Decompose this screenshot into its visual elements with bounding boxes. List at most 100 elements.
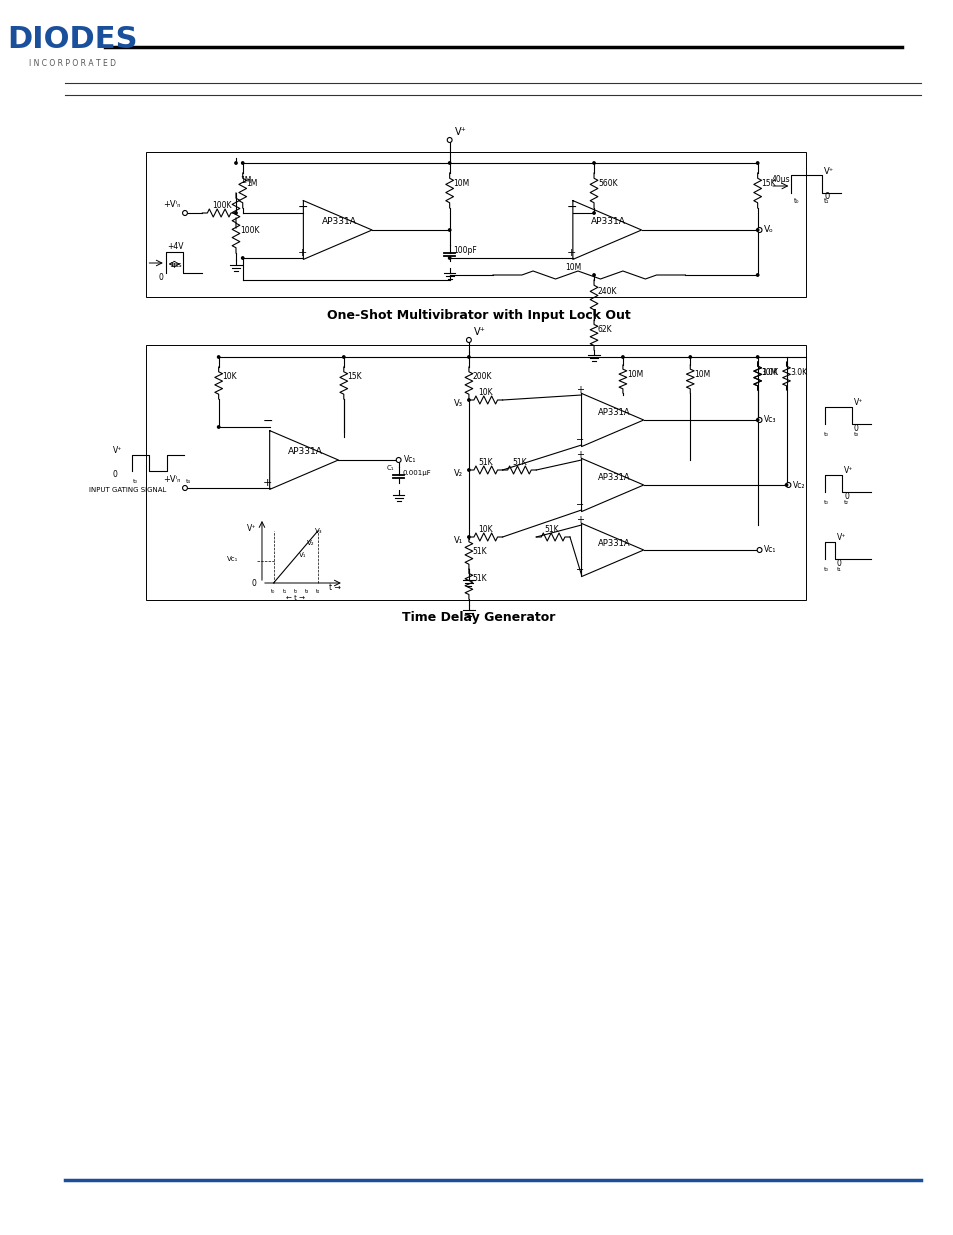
Text: Vᴄ₃: Vᴄ₃: [763, 415, 776, 425]
Text: V⁺: V⁺: [843, 466, 853, 475]
Circle shape: [467, 469, 470, 472]
Text: V₃: V₃: [453, 399, 462, 408]
Text: 100pF: 100pF: [453, 246, 476, 254]
Circle shape: [592, 162, 595, 164]
Text: 0.001μF: 0.001μF: [402, 471, 431, 475]
Circle shape: [592, 274, 595, 277]
Circle shape: [448, 228, 451, 231]
Circle shape: [756, 356, 758, 358]
Text: DIODES: DIODES: [7, 26, 137, 54]
Text: 0: 0: [251, 578, 256, 588]
Text: V₂: V₂: [307, 540, 314, 546]
Text: 10M: 10M: [626, 370, 642, 379]
Circle shape: [466, 337, 471, 342]
Text: 0: 0: [836, 559, 841, 568]
Text: 560K: 560K: [598, 179, 617, 188]
Text: V⁺: V⁺: [836, 534, 845, 542]
Text: 51K: 51K: [473, 547, 487, 556]
Text: t₁: t₁: [282, 589, 287, 594]
Text: Vᴄ₁: Vᴄ₁: [226, 556, 237, 562]
Text: 15K: 15K: [347, 372, 362, 382]
Text: 1M: 1M: [239, 177, 251, 185]
Text: t₀: t₀: [132, 479, 138, 484]
Text: One-Shot Multivibrator with Input Lock Out: One-Shot Multivibrator with Input Lock O…: [326, 309, 630, 321]
Text: V⁺: V⁺: [823, 167, 834, 177]
Text: Vᴄ₁: Vᴄ₁: [763, 546, 776, 555]
Circle shape: [241, 162, 244, 164]
Text: 10K: 10K: [222, 372, 237, 382]
Text: t₂: t₂: [843, 500, 848, 505]
Text: +: +: [297, 248, 307, 258]
Text: V₁: V₁: [453, 536, 462, 545]
Text: t₃: t₃: [853, 432, 858, 437]
Circle shape: [342, 356, 345, 358]
Circle shape: [757, 227, 761, 232]
Text: −: −: [566, 201, 577, 214]
Text: 3.0K: 3.0K: [789, 368, 806, 377]
Text: 100K: 100K: [239, 226, 259, 235]
Text: −: −: [576, 435, 583, 445]
Circle shape: [467, 399, 470, 401]
Text: I N C O R P O R A T E D: I N C O R P O R A T E D: [29, 58, 115, 68]
Text: t₂: t₂: [294, 589, 297, 594]
Circle shape: [182, 210, 187, 215]
Text: 51K: 51K: [512, 458, 526, 467]
Circle shape: [756, 274, 758, 277]
Text: AP331A: AP331A: [598, 409, 630, 417]
Text: 10M: 10M: [694, 370, 710, 379]
Text: 15K: 15K: [760, 179, 776, 188]
Circle shape: [621, 356, 623, 358]
Text: t₀: t₀: [794, 198, 799, 204]
Text: t₀: t₀: [823, 432, 828, 437]
Text: +Vᴵₙ: +Vᴵₙ: [163, 475, 180, 484]
Text: t →: t →: [329, 583, 341, 592]
Text: AP331A: AP331A: [591, 217, 625, 226]
Text: Vᴄ₁: Vᴄ₁: [403, 456, 416, 464]
Text: +: +: [576, 385, 583, 395]
Text: V⁺: V⁺: [474, 327, 485, 337]
Circle shape: [688, 356, 691, 358]
Text: t₄: t₄: [315, 589, 319, 594]
Circle shape: [234, 211, 237, 214]
Text: 10K: 10K: [478, 525, 493, 534]
Text: AP331A: AP331A: [321, 217, 356, 226]
Circle shape: [217, 356, 219, 358]
Text: −: −: [263, 415, 274, 429]
Text: +Vᴵₙ: +Vᴵₙ: [163, 200, 180, 209]
Circle shape: [395, 457, 400, 462]
Text: AP331A: AP331A: [598, 538, 630, 547]
Text: 0: 0: [158, 273, 163, 282]
Circle shape: [757, 417, 761, 422]
Text: 62K: 62K: [598, 325, 612, 333]
Text: Vₒ: Vₒ: [763, 226, 774, 235]
Text: Vᴄ₂: Vᴄ₂: [793, 480, 805, 489]
Text: 1M: 1M: [246, 179, 257, 188]
Text: 240K: 240K: [598, 287, 617, 296]
Text: +: +: [263, 478, 272, 488]
Text: 40μs: 40μs: [771, 175, 790, 184]
Text: 1μs: 1μs: [170, 262, 182, 268]
Text: C₁: C₁: [387, 466, 395, 471]
Circle shape: [756, 228, 758, 231]
Text: V⁺: V⁺: [454, 127, 466, 137]
Text: 3.0K: 3.0K: [760, 368, 778, 377]
Text: V⁺: V⁺: [112, 446, 122, 454]
Circle shape: [756, 162, 758, 164]
Text: V₃: V₃: [314, 529, 322, 534]
Circle shape: [182, 485, 187, 490]
Text: +: +: [566, 248, 576, 258]
Circle shape: [234, 162, 237, 164]
Text: 10M: 10M: [453, 179, 469, 188]
Circle shape: [467, 536, 470, 538]
Circle shape: [217, 426, 219, 429]
Circle shape: [757, 547, 761, 552]
Circle shape: [784, 484, 787, 487]
Text: t₀: t₀: [271, 589, 275, 594]
Circle shape: [448, 257, 451, 259]
Text: V₁: V₁: [298, 552, 306, 558]
Bar: [147, 345, 805, 600]
Text: 0: 0: [853, 424, 858, 433]
Text: +: +: [576, 450, 583, 459]
Text: −: −: [297, 201, 308, 214]
Circle shape: [592, 211, 595, 214]
